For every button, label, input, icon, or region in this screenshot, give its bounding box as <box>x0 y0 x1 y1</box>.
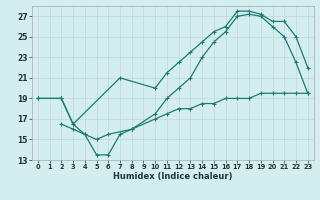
X-axis label: Humidex (Indice chaleur): Humidex (Indice chaleur) <box>113 172 233 181</box>
